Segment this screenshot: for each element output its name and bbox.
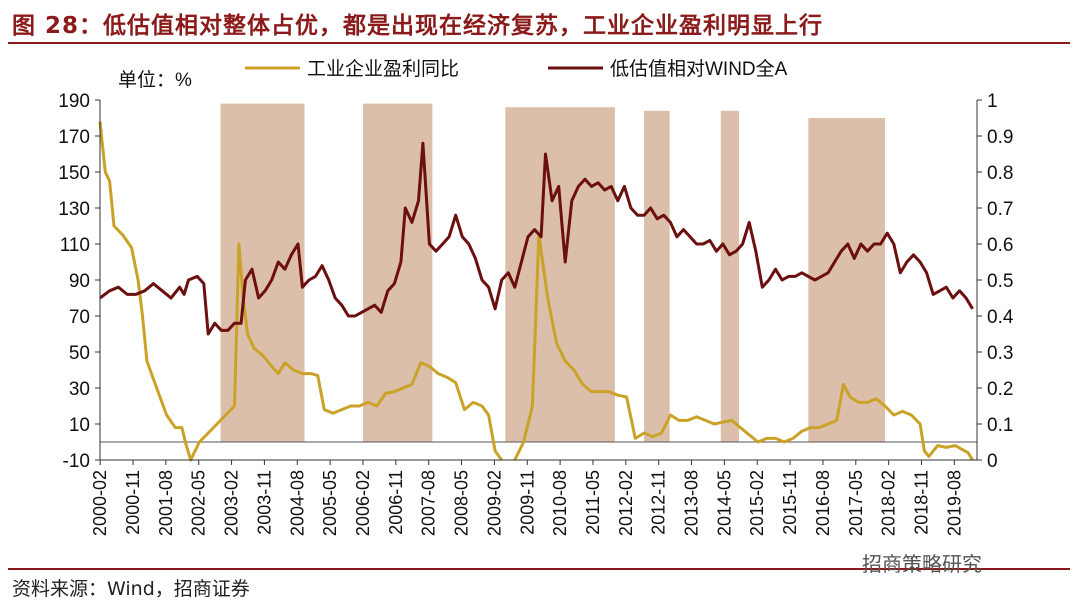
left-tick-label: 10 bbox=[69, 415, 90, 436]
x-tick-label: 2003-11 bbox=[254, 470, 274, 535]
unit-label: 单位：% bbox=[118, 69, 192, 91]
left-tick-label: 150 bbox=[58, 163, 90, 184]
source-divider bbox=[8, 568, 1070, 570]
chart-title: 图 28：低估值相对整体占优，都是出现在经济复苏，工业企业盈利明显上行 bbox=[12, 13, 824, 39]
x-tick-label: 2014-05 bbox=[714, 470, 734, 536]
legend-label: 工业企业盈利同比 bbox=[307, 58, 459, 80]
x-tick-label: 2006-11 bbox=[386, 470, 406, 535]
x-tick-label: 2009-11 bbox=[517, 470, 537, 535]
right-tick-label: 0.9 bbox=[987, 127, 1013, 148]
right-tick-label: 0.5 bbox=[987, 271, 1013, 292]
x-tick-label: 2011-05 bbox=[583, 470, 603, 535]
x-tick-label: 2015-11 bbox=[780, 470, 800, 535]
x-tick-label: 2012-02 bbox=[616, 470, 636, 536]
profit-yoy-line bbox=[98, 121, 503, 462]
x-tick-label: 2007-08 bbox=[419, 470, 439, 536]
left-tick-label: 130 bbox=[58, 199, 90, 220]
left-tick-label: 190 bbox=[58, 91, 90, 112]
x-tick-label: 2016-08 bbox=[813, 470, 833, 536]
watermark-text: 招商策略研究 bbox=[862, 552, 982, 576]
right-tick-label: 0.3 bbox=[987, 343, 1013, 364]
x-tick-label: 2003-02 bbox=[222, 470, 242, 536]
left-tick-label: -10 bbox=[63, 451, 90, 472]
x-tick-label: 2000-11 bbox=[123, 470, 143, 535]
x-tick-label: 2000-02 bbox=[90, 470, 110, 536]
left-tick-label: 30 bbox=[69, 379, 90, 400]
right-tick-label: 0 bbox=[987, 451, 998, 472]
x-tick-label: 2019-08 bbox=[944, 470, 964, 536]
x-tick-label: 2013-08 bbox=[682, 470, 702, 536]
series-layer bbox=[98, 121, 974, 462]
shaded-period bbox=[644, 110, 670, 443]
left-tick-label: 170 bbox=[58, 127, 90, 148]
legend-label: 低估值相对WIND全A bbox=[610, 58, 788, 80]
x-tick-label: 2001-08 bbox=[156, 470, 176, 536]
x-tick-label: 2018-11 bbox=[912, 470, 932, 535]
right-tick-label: 0.4 bbox=[987, 307, 1014, 328]
right-tick-label: 1 bbox=[987, 91, 998, 112]
source-note: 资料来源：Wind，招商证券 bbox=[12, 578, 250, 600]
left-tick-label: 90 bbox=[69, 271, 90, 292]
x-tick-label: 2009-02 bbox=[484, 470, 504, 536]
right-tick-label: 0.1 bbox=[987, 415, 1013, 436]
x-tick-label: 2004-08 bbox=[287, 470, 307, 536]
profit-yoy-line bbox=[513, 233, 974, 461]
legend: 工业企业盈利同比 低估值相对WIND全A bbox=[245, 58, 788, 80]
x-tick-label: 2018-02 bbox=[879, 470, 899, 536]
x-tick-label: 2002-05 bbox=[189, 470, 209, 536]
left-tick-label: 110 bbox=[60, 235, 90, 256]
x-tick-label: 2010-08 bbox=[550, 470, 570, 536]
left-tick-label: 70 bbox=[69, 307, 90, 328]
shaded-period bbox=[720, 110, 739, 443]
title-divider bbox=[8, 42, 1070, 44]
x-tick-label: 2015-02 bbox=[747, 470, 767, 536]
x-tick-label: 2012-11 bbox=[649, 470, 669, 535]
right-tick-label: 0.2 bbox=[987, 379, 1013, 400]
shaded-periods bbox=[220, 103, 886, 443]
shaded-period bbox=[505, 107, 615, 442]
x-tick-label: 2005-05 bbox=[320, 470, 340, 536]
shaded-period bbox=[220, 103, 305, 442]
right-tick-label: 0.8 bbox=[987, 163, 1013, 184]
right-tick-label: 0.7 bbox=[987, 199, 1013, 220]
low-valuation-relative-line bbox=[99, 141, 974, 336]
line-chart: -10 10 30 50 70 90 110 130 150 170 190 0 0.1 0.2 0.3 0.… bbox=[58, 58, 1014, 536]
right-tick-label: 0.6 bbox=[987, 235, 1013, 256]
left-tick-label: 50 bbox=[69, 343, 90, 364]
x-tick-label: 2006-02 bbox=[353, 470, 373, 536]
axes: -10 10 30 50 70 90 110 130 150 170 190 0 0.1 0.2 0.3 0.… bbox=[58, 91, 1014, 536]
x-tick-label: 2008-05 bbox=[452, 470, 472, 536]
x-tick-label: 2017-05 bbox=[846, 470, 866, 536]
